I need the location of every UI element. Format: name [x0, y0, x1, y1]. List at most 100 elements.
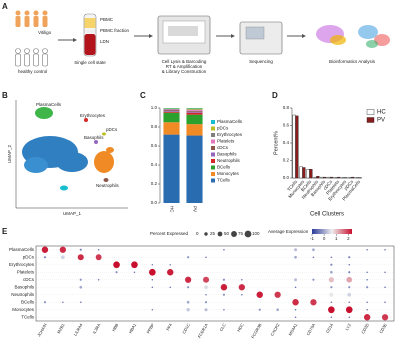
panel-label: E	[2, 227, 8, 236]
dot	[294, 255, 297, 259]
dot	[312, 248, 315, 252]
legend-tick: 2	[347, 236, 350, 241]
gene-label: MZB1	[56, 322, 66, 334]
dot	[294, 248, 298, 252]
dot	[256, 291, 263, 298]
dot	[384, 301, 386, 304]
y-tick-label: 0.2	[151, 181, 158, 186]
y-tick-label: 0.4	[151, 162, 158, 167]
dot	[167, 269, 174, 276]
legend-swatch	[211, 152, 215, 157]
bar-segment	[163, 122, 180, 135]
bar	[330, 176, 334, 179]
bar-segment	[163, 109, 180, 111]
dot	[223, 308, 225, 311]
plot-frame	[35, 245, 395, 322]
dot	[381, 314, 389, 321]
dot	[79, 285, 83, 289]
legend-label: Basophils	[217, 152, 237, 157]
dot	[330, 286, 333, 289]
gene-label: CD1C	[181, 322, 191, 334]
cluster-label: PlasmaCells	[36, 102, 62, 107]
step-label: Bioinformatics Analysis	[329, 59, 376, 64]
legend-tick: 100	[252, 231, 260, 236]
dot	[312, 256, 315, 259]
legend-label: Neutrophils	[217, 158, 241, 163]
cluster-label: Erythrocytes	[80, 113, 106, 118]
bar-segment	[163, 111, 180, 113]
axis-label: Percent%	[273, 131, 279, 155]
legend-label: BCells	[217, 165, 231, 170]
gene-label: CXCR2	[269, 322, 280, 337]
step-label: Cell Lysis & Barcoding	[162, 59, 207, 64]
legend-swatch	[211, 165, 215, 170]
bar-segment	[186, 124, 203, 136]
legend-tick: -1	[310, 236, 314, 241]
x-tick-label: HC	[169, 206, 174, 213]
bar	[309, 169, 313, 179]
dot	[366, 271, 368, 274]
step-label: Single cell state	[74, 60, 106, 65]
gene-label: LILRA4	[73, 322, 84, 337]
legend-swatch	[211, 133, 215, 137]
dot	[79, 248, 82, 251]
group-label: healthy control	[18, 69, 47, 74]
bar	[302, 167, 306, 179]
cluster-label: Basophils	[84, 135, 104, 140]
tube	[83, 13, 97, 57]
dot	[366, 248, 368, 251]
gene-label: CLC	[218, 322, 226, 332]
gene-label: CD3E	[378, 322, 388, 334]
y-tick-label: 0.2	[283, 158, 290, 163]
dot	[60, 255, 65, 260]
legend-swatch	[366, 117, 375, 123]
dot	[366, 308, 368, 311]
dot	[97, 278, 100, 281]
legend-swatch	[211, 126, 215, 131]
step-label: & Library Construction	[162, 69, 207, 74]
dot	[77, 254, 84, 261]
dot	[384, 248, 386, 251]
bar-segment	[186, 111, 203, 113]
dot	[330, 256, 333, 259]
y-tick-label: 0.4	[283, 140, 290, 145]
dot	[203, 276, 210, 283]
dot	[347, 292, 352, 297]
bar-segment	[163, 112, 180, 123]
dot	[151, 308, 154, 311]
legend-label: Platelets	[217, 139, 235, 144]
dot	[220, 284, 228, 291]
axis-label: UMAP_2	[7, 145, 12, 164]
y-tick-label: 0.8	[151, 124, 158, 129]
y-tick-label: 1.0	[151, 105, 158, 110]
dot	[366, 301, 368, 304]
axis-label: Cell Clusters	[310, 212, 344, 218]
dot	[366, 286, 369, 289]
dot	[330, 270, 333, 274]
analysis-illustration	[316, 25, 390, 48]
dot	[204, 285, 208, 290]
gene-label: CD14	[325, 322, 335, 334]
y-tick-label: 0.0	[283, 175, 290, 180]
legend-label: pDCs	[217, 126, 229, 131]
dot	[43, 256, 47, 259]
dot	[151, 286, 154, 289]
row-label: Monocytes	[12, 307, 35, 312]
dot	[330, 316, 333, 319]
panel-label: B	[2, 91, 8, 100]
dot	[348, 316, 351, 319]
row-label: Neutrophils	[11, 292, 35, 297]
dot	[62, 301, 64, 304]
dot	[115, 271, 118, 274]
dot	[384, 286, 386, 289]
panel-label: A	[2, 2, 8, 11]
dot	[329, 292, 334, 297]
x-tick-label: pDCs	[343, 179, 355, 191]
legend-swatch	[211, 178, 215, 183]
bar-segment	[186, 112, 203, 115]
dot	[348, 256, 351, 259]
dot	[238, 284, 245, 291]
dot	[59, 246, 66, 253]
bar	[299, 166, 303, 179]
